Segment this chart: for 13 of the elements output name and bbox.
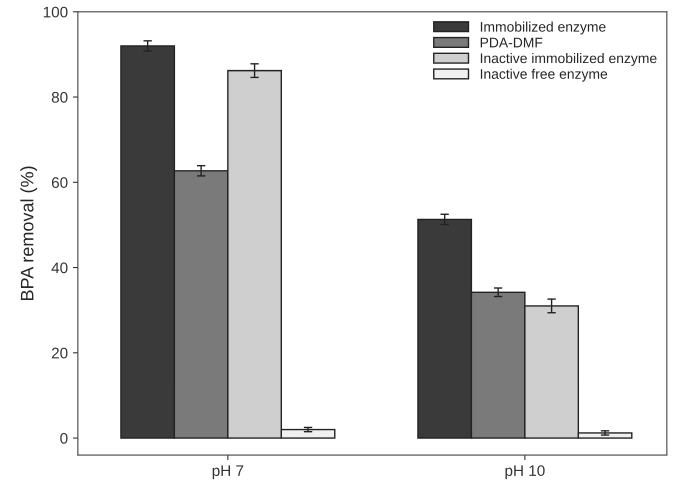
y-tick-label: 60 [52,177,68,188]
legend-label: Inactive immobilized enzyme [480,52,657,66]
x-tick-label: pH 10 [505,465,545,480]
x-tick-label: pH 7 [212,465,244,480]
y-tick-label: 80 [52,92,68,103]
y-tick-label: 100 [44,6,68,18]
y-tick-label: 40 [51,262,68,274]
legend-label: Inactive free enzyme [480,68,608,82]
y-tick-label: 20 [52,348,68,358]
y-axis-title: BPA removal (%) [20,166,38,300]
legend-label: PDA-DMF [480,38,542,48]
y-tick-label: 0 [60,432,68,444]
legend-label: Immobilized enzyme [480,22,606,34]
